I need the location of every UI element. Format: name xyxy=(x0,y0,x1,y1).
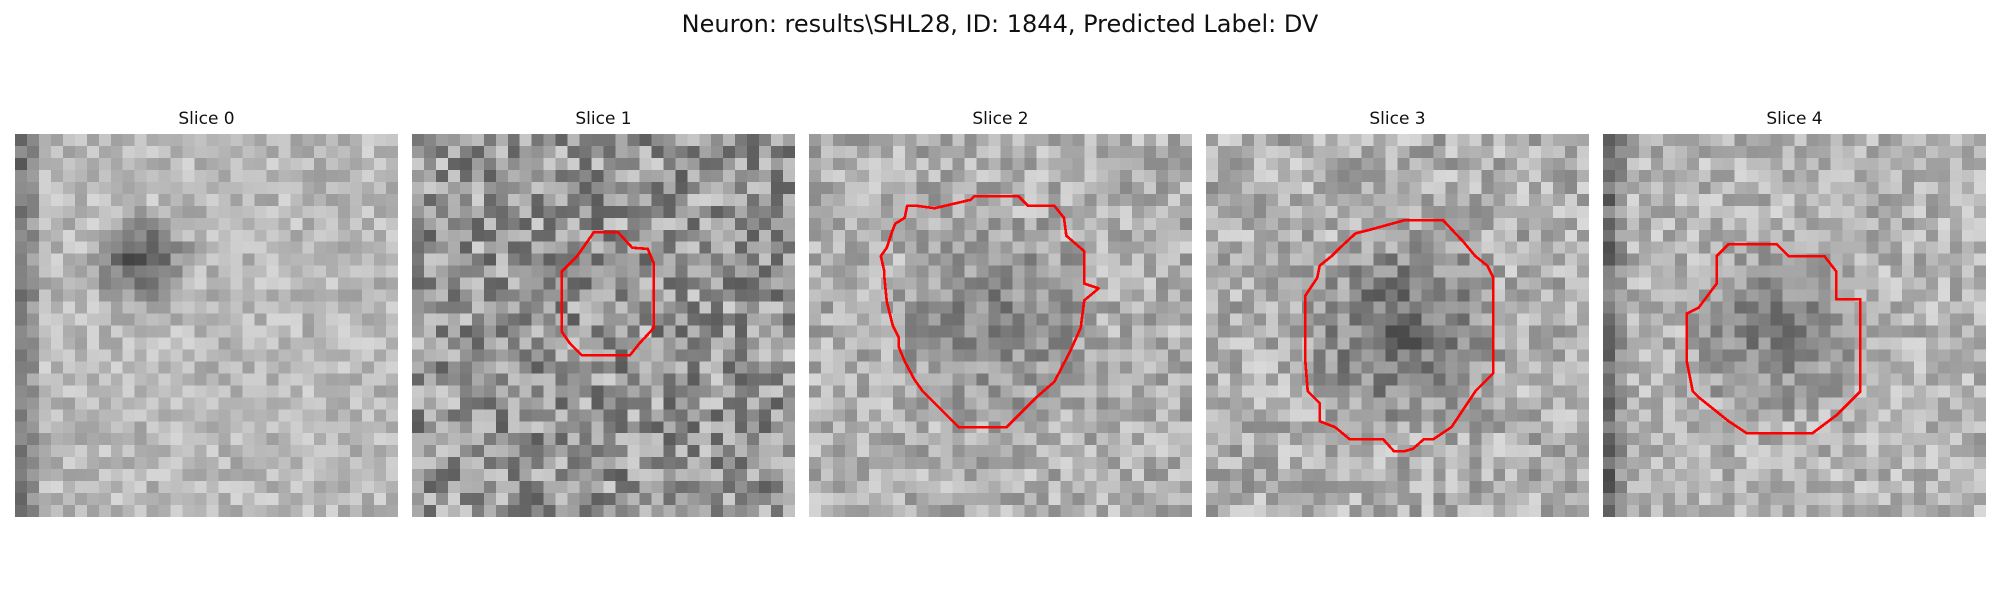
slice-3-title: Slice 3 xyxy=(1369,109,1426,129)
slice-1-title: Slice 1 xyxy=(575,109,632,129)
slice-3-contour xyxy=(1304,218,1495,453)
slice-2-contour xyxy=(879,194,1100,429)
slice-3-image xyxy=(1206,134,1589,517)
figure-title: Neuron: results\SHL28, ID: 1844, Predict… xyxy=(681,10,1319,38)
slice-4-image xyxy=(1603,134,1986,517)
slice-4-contour xyxy=(1685,242,1862,435)
slice-2-title: Slice 2 xyxy=(972,109,1029,129)
slice-4-title: Slice 4 xyxy=(1766,109,1823,129)
slice-0-title: Slice 0 xyxy=(178,109,235,129)
slice-1-image xyxy=(412,134,795,517)
slice-1-contour xyxy=(560,230,656,357)
slice-2-image xyxy=(809,134,1192,517)
slice-0-image xyxy=(15,134,398,517)
